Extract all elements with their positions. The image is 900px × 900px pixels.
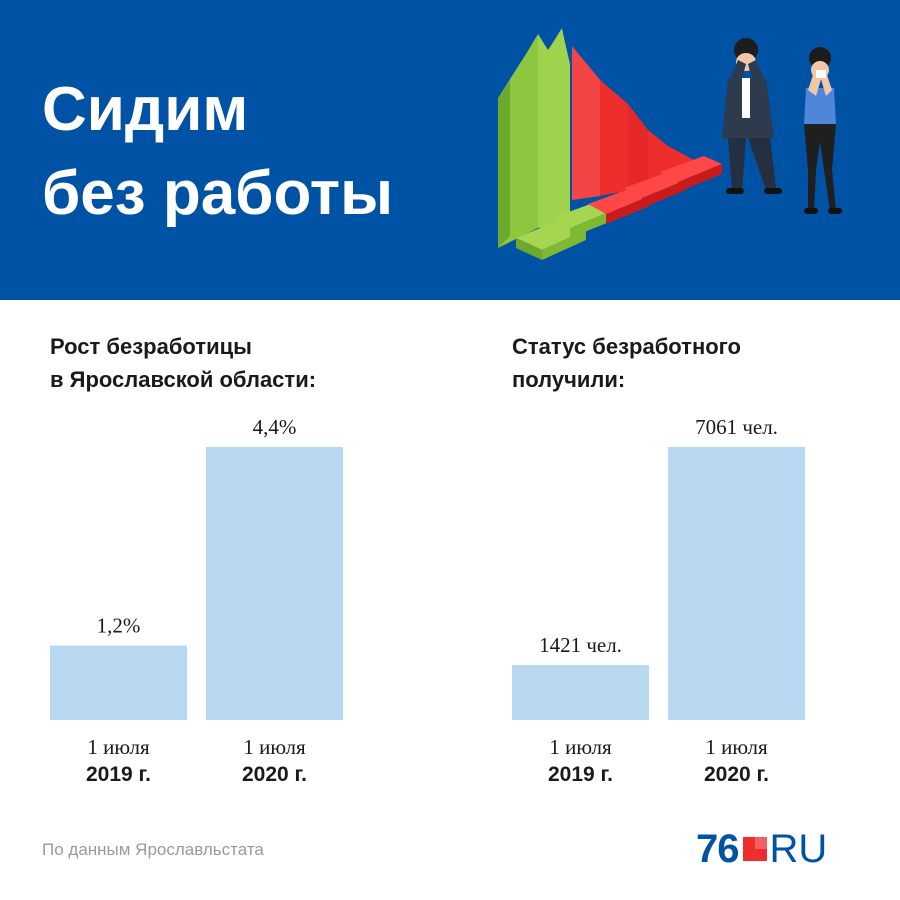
unemployed-status-chart: Статус безработного получили: 1421 чел. 1… (512, 330, 872, 810)
distressed-woman-icon (804, 47, 842, 214)
chart-title: Рост безработицы в Ярославской области: (50, 330, 410, 396)
site-logo[interactable]: 76 RU (696, 826, 827, 872)
title-line-2: без работы (42, 159, 394, 228)
category-label-line2-2: 2020 г. (242, 763, 307, 786)
category-label-line2-1: 2019 г. (86, 763, 151, 786)
unemployment-rate-chart: Рост безработицы в Ярославской области: … (50, 330, 410, 810)
declining-bar-chart-icon (498, 28, 722, 260)
category-label-line1-1: 1 июля (549, 735, 612, 759)
chart-title-line-2: получили: (512, 367, 626, 392)
chart-title-line-2: в Ярославской области: (50, 367, 317, 392)
logo-square-icon (742, 837, 767, 861)
category-label-line2-2: 2020 г. (704, 763, 769, 786)
value-label-1: 1421 чел. (539, 633, 622, 657)
category-label-line1-1: 1 июля (87, 735, 150, 759)
chart-title: Статус безработного получили: (512, 330, 872, 396)
category-label-line2-1: 2019 г. (548, 763, 613, 786)
category-label-line1-2: 1 июля (705, 735, 768, 759)
value-label-2: 4,4% (253, 415, 297, 439)
logo-suffix: RU (769, 827, 828, 871)
bar-2 (206, 447, 343, 720)
bar-2 (668, 447, 805, 720)
unemployment-illustration (498, 28, 842, 260)
category-label-line1-2: 1 июля (243, 735, 306, 759)
chart-title-line-1: Статус безработного (512, 334, 741, 359)
chart-plot-area: 1,2% 1 июля 2019 г. 4,4% 1 июля 2020 г. (50, 415, 343, 786)
value-label-2: 7061 чел. (695, 415, 778, 439)
chart-title-line-1: Рост безработицы (50, 334, 252, 359)
bar-1 (512, 665, 649, 720)
bar-1 (50, 645, 187, 720)
page-title: Сидим без работы (42, 68, 482, 236)
value-label-1: 1,2% (97, 614, 141, 638)
source-note: По данным Ярославльстата (42, 840, 264, 859)
distressed-man-icon (722, 38, 782, 194)
header-banner: Сидим без работы (0, 0, 900, 300)
logo-number: 76 (696, 827, 739, 871)
title-line-1: Сидим (42, 75, 249, 144)
chart-plot-area: 1421 чел. 1 июля 2019 г. 7061 чел. 1 июля 202… (512, 415, 805, 786)
